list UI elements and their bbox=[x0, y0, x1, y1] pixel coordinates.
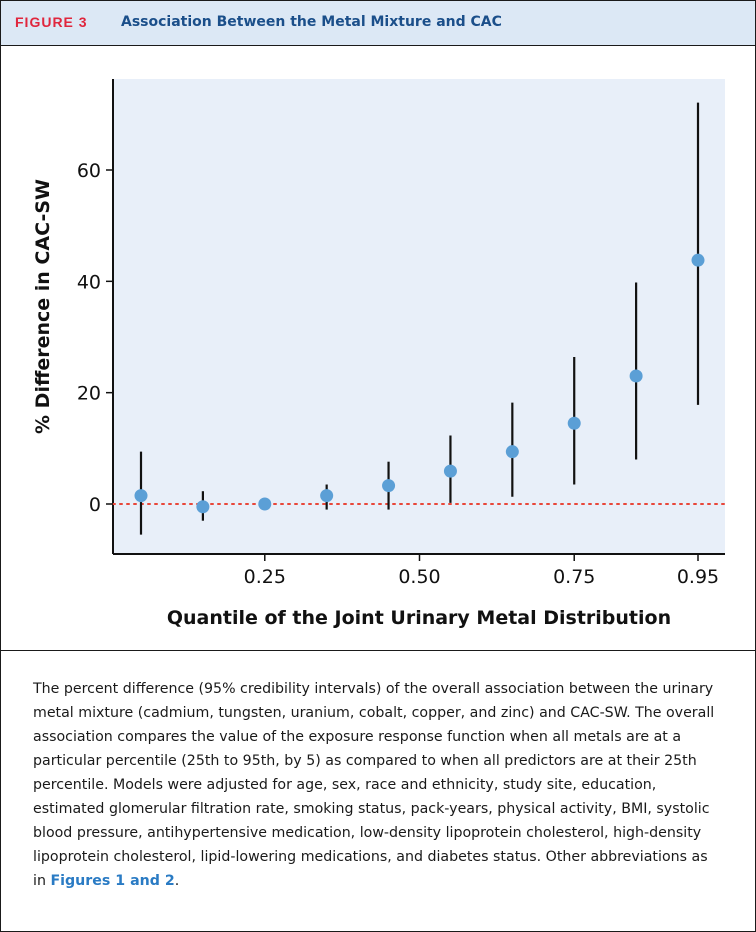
chart-svg: 0 20 40 60 0.25 0.50 0.75 0.95 Quantile of the J… bbox=[32, 79, 726, 629]
data-point bbox=[258, 497, 272, 511]
plot-area bbox=[113, 79, 725, 554]
figure-title: Association Between the Metal Mixture an… bbox=[121, 14, 502, 30]
data-point bbox=[567, 416, 581, 430]
caption-text: The percent difference (95% credibility … bbox=[33, 681, 715, 889]
figure-header: FIGURE 3 Association Between the Metal M… bbox=[1, 1, 755, 46]
data-point bbox=[134, 489, 148, 503]
y-tick-label: 40 bbox=[77, 271, 101, 293]
y-tick-label: 60 bbox=[77, 160, 101, 182]
figure-caption: The percent difference (95% credibility … bbox=[33, 677, 723, 893]
caption-figure-link[interactable]: Figures 1 and 2 bbox=[50, 873, 175, 889]
x-tick-label: 0.50 bbox=[398, 566, 440, 588]
x-axis-label: Quantile of the Joint Urinary Metal Dist… bbox=[167, 607, 671, 629]
caption-end: . bbox=[174, 873, 180, 889]
data-point bbox=[691, 253, 705, 267]
chart-panel: 0 20 40 60 0.25 0.50 0.75 0.95 Quantile of the J… bbox=[1, 46, 755, 651]
data-point bbox=[320, 489, 334, 503]
x-tick-label: 0.95 bbox=[677, 566, 719, 588]
x-tick-label: 0.25 bbox=[244, 566, 286, 588]
data-point bbox=[629, 369, 643, 383]
y-tick-label: 20 bbox=[77, 383, 101, 405]
y-tick-label: 0 bbox=[89, 494, 101, 516]
figure-label: FIGURE 3 bbox=[15, 14, 88, 30]
y-axis-label: % Difference in CAC-SW bbox=[32, 179, 54, 434]
data-point bbox=[505, 445, 519, 459]
data-point bbox=[196, 500, 210, 514]
x-tick-label: 0.75 bbox=[553, 566, 595, 588]
data-point bbox=[382, 479, 396, 493]
data-point bbox=[443, 464, 457, 478]
